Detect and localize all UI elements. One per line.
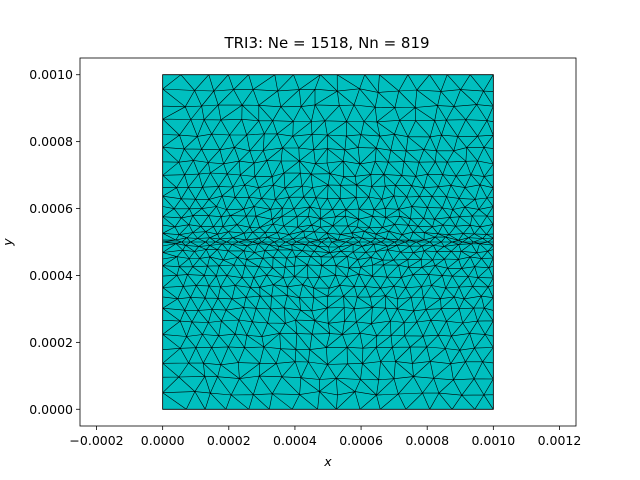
y-tick-label: 0.0006 xyxy=(29,201,73,216)
x-tick-label: 0.0000 xyxy=(141,433,185,448)
x-tick-label: 0.0010 xyxy=(471,433,515,448)
x-axis-label: x xyxy=(323,454,332,469)
axes-frame xyxy=(79,57,577,427)
x-tick-label: 0.0006 xyxy=(339,433,383,448)
mesh-layer xyxy=(162,74,494,410)
y-axis-ticks: 0.0000 0.0002 0.0004 0.0006 0.0008 0.0010 xyxy=(29,67,80,417)
x-tick-label: 0.0012 xyxy=(538,433,582,448)
mesh-boundary xyxy=(162,74,494,410)
y-tick-label: 0.0010 xyxy=(29,67,73,82)
y-tick-label: 0.0008 xyxy=(29,134,73,149)
mesh-elements xyxy=(162,74,494,410)
y-axis-label: y xyxy=(0,238,15,247)
x-tick-label: −0.0002 xyxy=(69,433,123,448)
x-tick-label: 0.0002 xyxy=(207,433,251,448)
x-tick-label: 0.0004 xyxy=(273,433,317,448)
x-tick-label: 0.0008 xyxy=(405,433,449,448)
x-axis-ticks: −0.0002 0.0000 0.0002 0.0004 0.0006 0.0008 0.0… xyxy=(69,426,581,448)
y-tick-label: 0.0002 xyxy=(29,335,73,350)
y-tick-label: 0.0004 xyxy=(29,268,73,283)
plot-title: TRI3: Ne = 1518, Nn = 819 xyxy=(223,34,429,52)
y-tick-label: 0.0000 xyxy=(29,402,73,417)
